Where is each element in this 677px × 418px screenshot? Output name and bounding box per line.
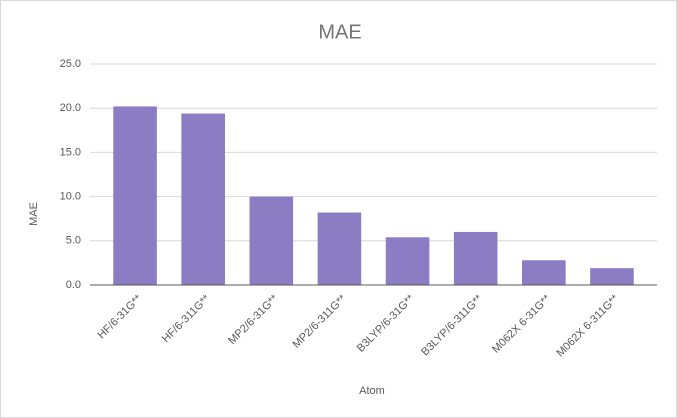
bar xyxy=(385,237,430,285)
bar xyxy=(181,113,225,285)
y-tick-label: 25.0 xyxy=(60,58,81,70)
y-axis-label: MAE xyxy=(28,202,40,226)
y-tick-label: 15.0 xyxy=(60,146,81,158)
y-tick-label: 5.0 xyxy=(66,235,81,247)
bar xyxy=(317,212,362,285)
y-tick-label: 10.0 xyxy=(60,191,81,203)
x-axis-label: Atom xyxy=(359,385,385,397)
bar xyxy=(453,231,498,285)
chart-title: MAE xyxy=(318,21,361,43)
y-tick-label: 20.0 xyxy=(60,102,81,114)
bar xyxy=(113,106,157,285)
y-tick-label: 0.0 xyxy=(66,279,81,291)
bar xyxy=(249,196,294,285)
bar xyxy=(590,268,634,285)
bar xyxy=(522,260,566,285)
